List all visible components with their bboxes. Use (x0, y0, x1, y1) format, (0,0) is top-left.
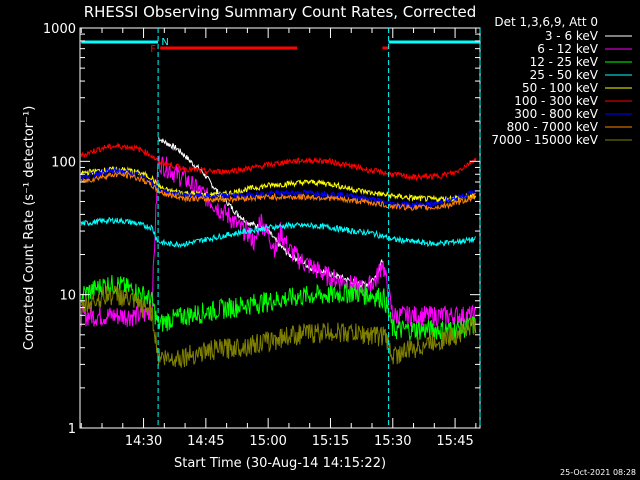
series-line (80, 166, 477, 204)
series-line (80, 216, 476, 249)
y-tick-label: 1000 (43, 22, 76, 37)
x-tick-label: 15:30 (374, 434, 411, 449)
x-tick-label: 15:15 (312, 434, 349, 449)
flag-bars: FN (81, 37, 480, 55)
series-line (158, 137, 383, 289)
legend-label: 300 - 800 keV (514, 107, 598, 121)
y-axis-label: Corrected Count Rate (s⁻¹ detector⁻¹) (22, 106, 37, 351)
legend-label: 25 - 50 keV (530, 68, 599, 82)
legend-title: Det 1,3,6,9, Att 0 (494, 15, 598, 29)
night-boundaries (157, 28, 481, 428)
y-axis: 1 10 100 1000 (43, 22, 480, 437)
legend-label: 7000 - 15000 keV (491, 133, 598, 147)
x-axis-label: Start Time (30-Aug-14 14:15:22) (174, 456, 386, 471)
series-line (80, 285, 477, 369)
flag-label: F (150, 44, 156, 55)
legend-label: 12 - 25 keV (530, 55, 599, 69)
legend-label: 800 - 7000 keV (507, 120, 599, 134)
x-tick-label: 14:45 (187, 434, 224, 449)
series-line (80, 142, 477, 182)
y-tick-label: 1 (68, 422, 76, 437)
footer-timestamp: 25-Oct-2021 08:28 (560, 468, 636, 477)
flag-label: N (161, 37, 168, 48)
x-tick-label: 15:00 (249, 434, 286, 449)
legend-label: 6 - 12 keV (537, 42, 599, 56)
legend-label: 100 - 300 keV (514, 94, 598, 108)
y-tick-label: 100 (51, 155, 76, 170)
x-tick-label: 15:45 (436, 434, 473, 449)
x-tick-label: 14:30 (125, 434, 162, 449)
series-line (80, 274, 477, 341)
legend-label: 3 - 6 keV (545, 29, 599, 43)
data-series (80, 137, 477, 369)
legend-label: 50 - 100 keV (522, 81, 599, 95)
x-axis: 14:30 14:45 15:00 15:15 15:30 15:45 (80, 28, 477, 449)
series-line (80, 170, 476, 212)
chart-title: RHESSI Observing Summary Count Rates, Co… (84, 3, 477, 21)
y-tick-label: 10 (59, 289, 76, 304)
